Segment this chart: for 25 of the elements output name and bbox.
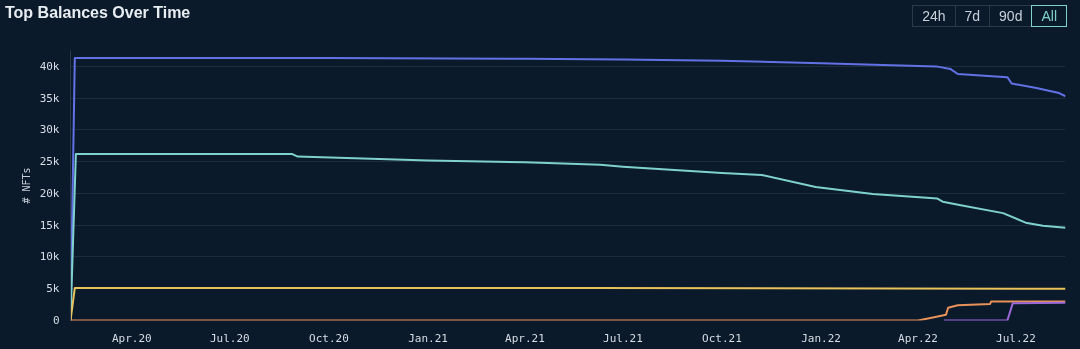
text: 7d bbox=[954, 5, 991, 27]
y-tick-label: 10k bbox=[39, 250, 60, 264]
y-tick-label: 15k bbox=[39, 218, 60, 232]
x-tick-label: Jul.21 bbox=[603, 331, 643, 345]
y-axis-title: # NFTs bbox=[20, 167, 32, 204]
x-tick-label: Jul.22 bbox=[996, 331, 1036, 345]
x-tick-label: Apr.20 bbox=[112, 331, 152, 345]
y-tick-label: 0 bbox=[52, 314, 60, 327]
text: 90d bbox=[989, 5, 1033, 27]
x-tick-label: Oct.21 bbox=[702, 331, 742, 345]
chart-title: Top Balances Over Time bbox=[5, 4, 191, 21]
x-tick-label: Jan.22 bbox=[801, 331, 841, 345]
y-tick-label: 25k bbox=[39, 155, 60, 169]
y-tick-label: 20k bbox=[39, 186, 60, 200]
text: 24h bbox=[912, 5, 956, 27]
y-tick-label: 5k bbox=[46, 282, 60, 296]
x-tick-label: Oct.20 bbox=[309, 331, 349, 345]
x-tick-label: Jul.20 bbox=[210, 331, 250, 345]
x-tick-label: Jan.21 bbox=[408, 331, 448, 345]
x-tick-label: Apr.21 bbox=[505, 331, 545, 345]
y-tick-label: 30k bbox=[39, 123, 60, 137]
text: All bbox=[1031, 5, 1067, 27]
y-tick-label: 40k bbox=[39, 59, 60, 73]
x-tick-label: Apr.22 bbox=[898, 331, 938, 345]
y-tick-label: 35k bbox=[39, 91, 60, 105]
